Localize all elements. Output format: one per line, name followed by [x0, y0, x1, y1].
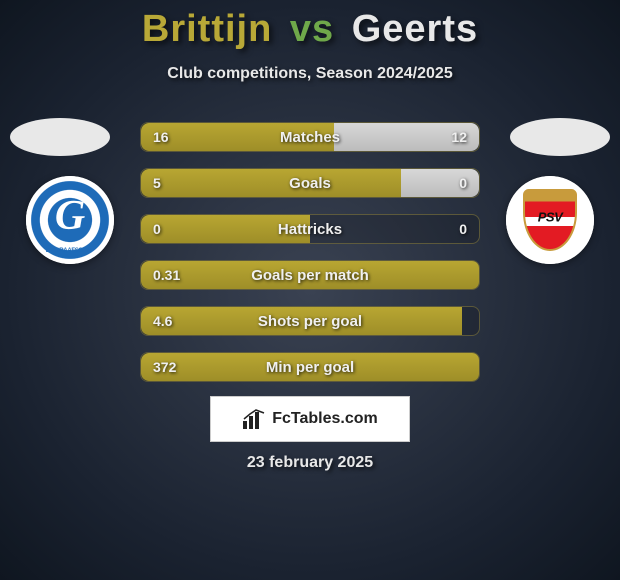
stat-label: Goals — [141, 169, 479, 197]
bar-chart-icon — [242, 409, 266, 429]
stats-container: 16Matches125Goals00Hattricks00.31Goals p… — [140, 122, 480, 398]
brand-box[interactable]: FcTables.com — [210, 396, 410, 442]
stat-label: Goals per match — [141, 261, 479, 289]
stat-row: 4.6Shots per goal — [140, 306, 480, 336]
stat-label: Min per goal — [141, 353, 479, 381]
stat-value-right: 12 — [451, 123, 467, 151]
stat-row: 5Goals0 — [140, 168, 480, 198]
subtitle: Club competitions, Season 2024/2025 — [0, 65, 620, 83]
stat-value-right: 0 — [459, 169, 467, 197]
comparison-title: Brittijn vs Geerts — [0, 0, 620, 51]
stat-value-right: 0 — [459, 215, 467, 243]
brand-label: FcTables.com — [272, 410, 378, 428]
stat-row: 372Min per goal — [140, 352, 480, 382]
stat-row: 16Matches12 — [140, 122, 480, 152]
date-label: 23 february 2025 — [0, 454, 620, 472]
de-graafschap-icon — [26, 176, 114, 264]
player1-name: Brittijn — [142, 8, 272, 50]
player2-avatar — [510, 118, 610, 156]
psv-icon — [506, 176, 594, 264]
club-logo-left — [26, 176, 114, 264]
player2-name: Geerts — [352, 8, 478, 50]
vs-label: vs — [290, 8, 334, 50]
stat-label: Shots per goal — [141, 307, 479, 335]
stat-label: Hattricks — [141, 215, 479, 243]
stat-row: 0Hattricks0 — [140, 214, 480, 244]
player1-avatar — [10, 118, 110, 156]
stat-label: Matches — [141, 123, 479, 151]
stat-row: 0.31Goals per match — [140, 260, 480, 290]
club-logo-right — [506, 176, 594, 264]
